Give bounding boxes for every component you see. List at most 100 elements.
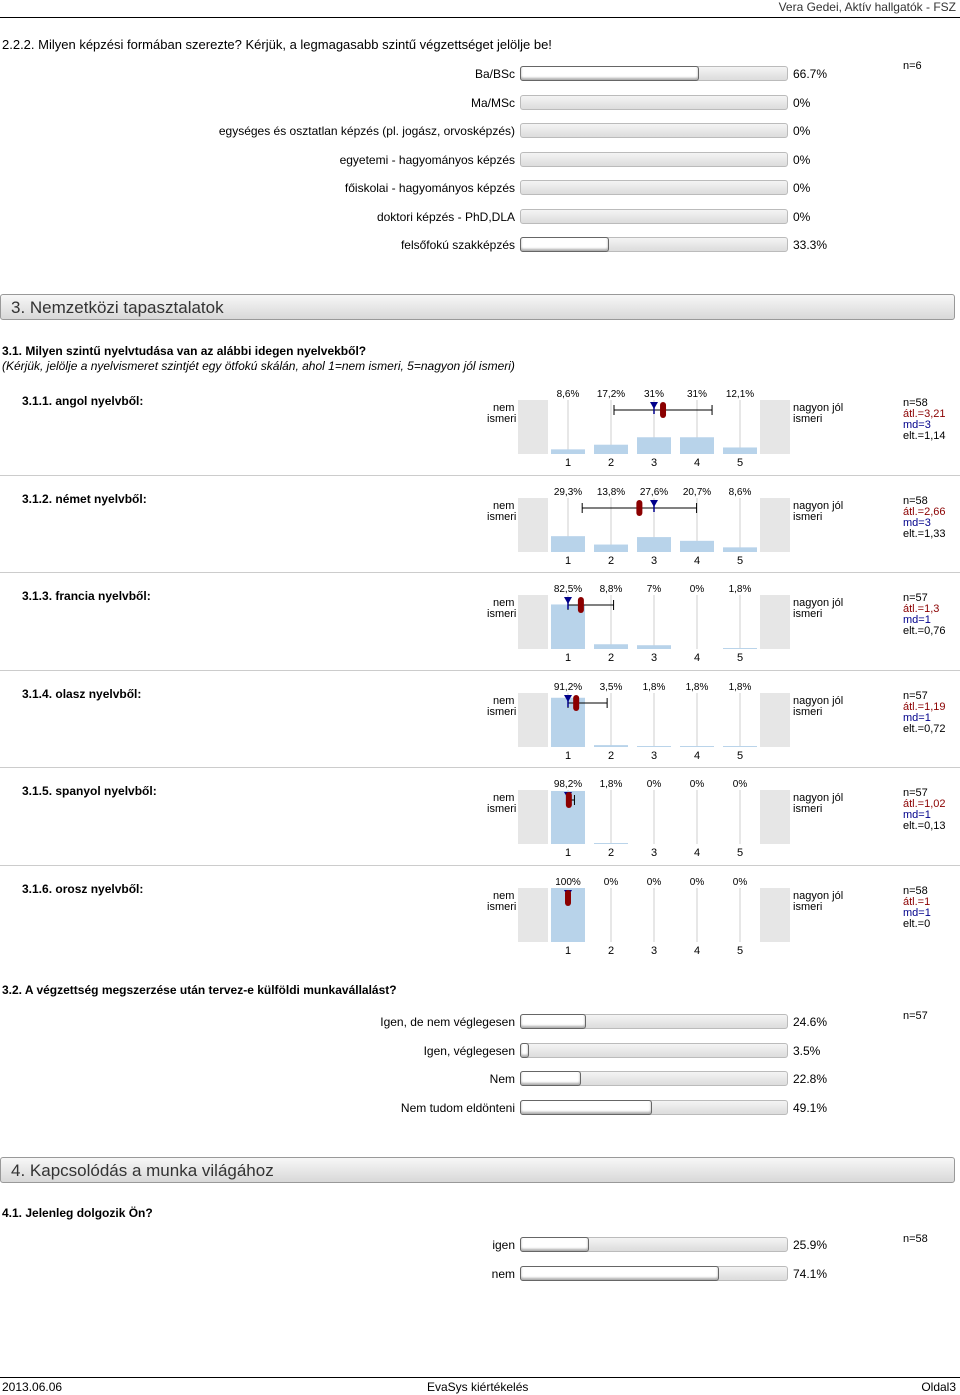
choice-label: Nem tudom eldönteni (400, 1100, 515, 1115)
distribution-chart: 98,2% 1,8% 0% 0% 0% 1 2 3 4 5 (518, 779, 790, 858)
scale-question-title: 3.1.1. angol nyelvből: (22, 394, 144, 408)
bar-track (520, 1014, 788, 1029)
bar-track (520, 237, 788, 252)
choice-label: főiskolai - hagyományos képzés (344, 181, 515, 195)
bar-4 (680, 540, 714, 552)
stat-dev: elt.=0,76 (903, 625, 946, 638)
bar-percent: 8,6% (557, 389, 580, 400)
scale-tick-label: 5 (737, 457, 743, 468)
scale-tick-label: 4 (694, 847, 700, 858)
scale-tick-label: 4 (694, 555, 700, 566)
choice-percent: 25.9% (793, 1238, 828, 1252)
stat-md: md=3 (903, 516, 931, 529)
question-title: 3.2. A végzettség megszerzése után terve… (2, 983, 397, 997)
stat-md: md=3 (903, 419, 931, 431)
bar-fill (520, 1099, 652, 1115)
stat-md: md=1 (903, 614, 931, 627)
bar-track (520, 66, 788, 81)
bar-fill (520, 1265, 719, 1281)
scale-tick-label: 1 (565, 555, 571, 566)
scale-tick-label: 3 (651, 945, 657, 956)
choice-label: nem (491, 1266, 515, 1281)
bar-percent: 31% (644, 389, 664, 400)
stat-dev: elt.=0,13 (903, 820, 946, 833)
bar-percent: 1,8% (600, 779, 623, 790)
mean-marker (660, 402, 667, 418)
choice-percent: 24.6% (793, 1015, 828, 1029)
scale-side-right (760, 595, 790, 650)
scale-question-title: 3.1.6. orosz nyelvből: (22, 882, 144, 896)
scale-tick-label: 1 (565, 847, 571, 858)
scale-right-label: ismeri (793, 705, 823, 718)
scale-right-label: ismeri (793, 803, 823, 816)
scale-left-label: ismeri (487, 705, 517, 718)
scale-side-left (518, 497, 548, 552)
bar-percent: 20,7% (683, 487, 711, 498)
scale-left-label: nem (493, 694, 515, 707)
scale-side-left (518, 888, 548, 942)
scale-tick-label: 2 (608, 555, 614, 566)
bar-fill (520, 1042, 529, 1058)
bar-percent: 1,8% (729, 584, 752, 595)
bar-track (520, 1042, 788, 1058)
stat-n: n=58 (903, 397, 928, 409)
bar-3 (637, 745, 671, 747)
section-header: 4. Kapcsolódás a munka világához (0, 1157, 955, 1183)
bar-percent: 17,2% (597, 389, 625, 400)
n-count: n=6 (903, 60, 922, 72)
distribution-chart: 82,5% 8,8% 7% 0% 1,8% 1 2 3 4 5 (518, 584, 790, 663)
scale-left-label: ismeri (487, 608, 517, 621)
scale-tick-label: 2 (608, 945, 614, 956)
scale-left-label: nem (493, 402, 515, 414)
stat-md: md=1 (903, 711, 931, 724)
scale-tick-label: 3 (651, 652, 657, 663)
choice-label: egyetemi - hagyományos képzés (339, 152, 515, 167)
choice-percent: 22.8% (793, 1072, 828, 1086)
scale-right-label: ismeri (793, 413, 823, 425)
bar-track (520, 1265, 788, 1281)
mean-marker (636, 499, 643, 516)
bar-fill (520, 1237, 589, 1252)
mean-marker (565, 792, 572, 809)
scale-right-label: nagyon jól (793, 792, 844, 805)
scale-stats: n=57 átl.=1,3 md=1 elt.=0,76 (903, 593, 946, 637)
stat-n: n=58 (903, 885, 928, 897)
bar-5 (723, 745, 757, 747)
question-title: 2.2.2. Milyen képzési formában szerezte?… (2, 37, 552, 52)
bar-track (520, 208, 788, 224)
scale-tick-label: 1 (565, 750, 571, 761)
bar-percent: 0% (733, 779, 748, 790)
stat-n: n=58 (903, 494, 928, 507)
scale-tick-label: 1 (565, 652, 571, 663)
bar-track (520, 123, 788, 138)
scale-right-label: nagyon jól (793, 597, 844, 610)
section-header: 3. Nemzetközi tapasztalatok (0, 294, 955, 320)
bar-percent: 0% (647, 779, 662, 790)
scale-tick-label: 4 (694, 457, 700, 468)
scale-side-right (760, 888, 790, 942)
scale-side-left (518, 595, 548, 650)
choice-label: Nem (489, 1072, 515, 1086)
scale-left-label: nem (493, 890, 515, 902)
bar-percent: 0% (690, 779, 705, 790)
bar-5 (723, 648, 757, 650)
bar-percent: 100% (555, 877, 581, 888)
scale-tick-label: 5 (737, 847, 743, 858)
choice-percent: 66.7% (793, 67, 828, 81)
scale-left-label: nem (493, 499, 515, 512)
bar-percent: 3,5% (600, 682, 623, 693)
scale-right-label: nagyon jól (793, 694, 844, 707)
scale-tick-label: 1 (565, 457, 571, 468)
stat-avg: átl.=1,19 (903, 700, 946, 713)
bar-percent: 0% (604, 877, 619, 888)
choice-percent: 0% (793, 181, 811, 195)
bar-3 (637, 536, 671, 552)
stat-avg: átl.=2,66 (903, 505, 946, 518)
scale-question-title: 3.1.3. francia nyelvből: (22, 589, 151, 604)
bar-percent: 1,8% (729, 682, 752, 693)
bar-percent: 7% (647, 584, 662, 595)
bar-2 (594, 843, 628, 845)
choice-percent: 74.1% (793, 1266, 828, 1281)
stat-dev: elt.=0,72 (903, 722, 946, 735)
bar-percent: 1,8% (643, 682, 666, 693)
